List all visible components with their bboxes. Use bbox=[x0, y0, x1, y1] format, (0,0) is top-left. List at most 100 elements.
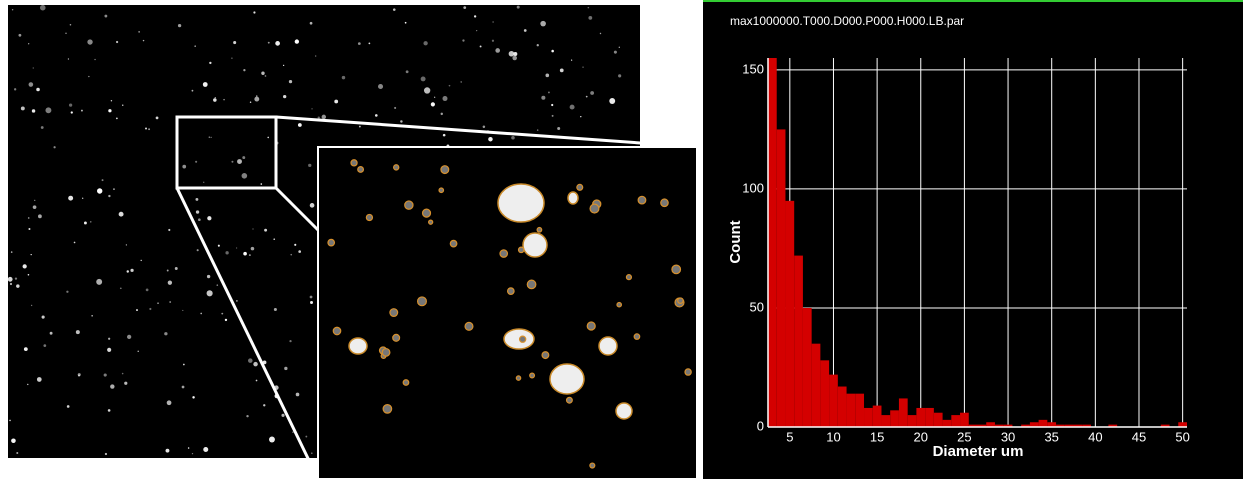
particle bbox=[460, 81, 462, 83]
y-axis-label: Count bbox=[727, 220, 744, 263]
particle bbox=[36, 87, 40, 92]
particle bbox=[482, 125, 486, 129]
particle bbox=[253, 361, 258, 367]
bar bbox=[907, 415, 917, 427]
x-tick-label: 50 bbox=[1175, 429, 1189, 444]
particle bbox=[66, 290, 69, 293]
particle bbox=[32, 205, 37, 210]
particle bbox=[529, 372, 536, 379]
particle bbox=[182, 164, 187, 169]
particle bbox=[30, 254, 32, 256]
particle bbox=[233, 41, 237, 45]
bar bbox=[829, 374, 838, 427]
particle bbox=[377, 83, 384, 90]
particle bbox=[420, 76, 426, 82]
particle bbox=[551, 49, 554, 53]
particle bbox=[192, 396, 195, 399]
particle bbox=[108, 194, 111, 198]
bar bbox=[846, 393, 856, 427]
particle bbox=[214, 97, 216, 99]
bar bbox=[1178, 422, 1187, 427]
particle bbox=[121, 372, 124, 375]
bar bbox=[890, 410, 899, 427]
particle bbox=[118, 211, 124, 217]
bar bbox=[1160, 424, 1170, 427]
particle bbox=[294, 39, 300, 44]
particle bbox=[67, 58, 70, 60]
particle bbox=[7, 276, 13, 282]
y-tick-label: 150 bbox=[742, 61, 764, 76]
particle bbox=[196, 249, 199, 252]
particle bbox=[40, 126, 44, 129]
particle bbox=[70, 111, 73, 114]
particle bbox=[225, 251, 229, 255]
particle bbox=[28, 82, 34, 87]
particle bbox=[273, 238, 276, 241]
particle bbox=[191, 453, 194, 455]
bar bbox=[1029, 422, 1039, 427]
particle bbox=[298, 250, 301, 253]
particle bbox=[508, 50, 515, 57]
particle bbox=[440, 165, 450, 175]
bar bbox=[1056, 424, 1065, 427]
particle bbox=[208, 136, 210, 138]
particle bbox=[381, 347, 391, 357]
particle bbox=[210, 136, 212, 139]
particle bbox=[126, 270, 129, 273]
particle bbox=[423, 87, 431, 94]
particle bbox=[169, 301, 172, 303]
particle bbox=[551, 114, 554, 117]
bar bbox=[855, 393, 865, 427]
particle bbox=[405, 70, 409, 74]
particle bbox=[182, 309, 184, 312]
particle bbox=[65, 32, 67, 35]
particle bbox=[41, 315, 45, 319]
particle bbox=[167, 280, 173, 285]
bar bbox=[933, 412, 943, 427]
particle bbox=[283, 94, 287, 99]
particle bbox=[404, 200, 414, 210]
particle bbox=[427, 219, 434, 225]
particle bbox=[492, 21, 494, 23]
particle bbox=[261, 71, 265, 75]
particle bbox=[317, 116, 320, 119]
particle bbox=[182, 363, 185, 366]
particle bbox=[589, 203, 600, 214]
particle bbox=[416, 296, 427, 307]
particle bbox=[671, 264, 682, 275]
particle bbox=[28, 43, 30, 45]
particle bbox=[248, 254, 251, 257]
particle bbox=[394, 106, 397, 110]
bar bbox=[1003, 424, 1013, 427]
particle bbox=[96, 188, 103, 194]
bar bbox=[960, 412, 969, 427]
particle bbox=[49, 331, 53, 335]
particle bbox=[389, 308, 399, 318]
particle bbox=[243, 69, 246, 72]
particle bbox=[476, 30, 478, 32]
particle bbox=[198, 218, 201, 222]
particle bbox=[145, 288, 149, 292]
x-tick-label: 5 bbox=[786, 429, 793, 444]
particle bbox=[295, 392, 300, 397]
particle bbox=[442, 133, 446, 137]
particle bbox=[499, 249, 509, 258]
particle bbox=[31, 109, 36, 113]
particle bbox=[32, 67, 34, 69]
particle bbox=[309, 203, 315, 208]
x-tick-label: 10 bbox=[826, 429, 840, 444]
particle bbox=[549, 363, 585, 395]
particle bbox=[96, 278, 103, 285]
particle bbox=[332, 326, 342, 336]
particle bbox=[618, 74, 622, 78]
particle bbox=[585, 95, 588, 98]
particle bbox=[11, 438, 16, 444]
particle bbox=[231, 57, 233, 59]
particle bbox=[9, 419, 11, 422]
particle bbox=[119, 287, 122, 290]
particle bbox=[195, 210, 200, 214]
particle bbox=[200, 312, 202, 315]
particle bbox=[223, 98, 225, 101]
particle bbox=[181, 385, 185, 389]
particle bbox=[203, 446, 209, 452]
